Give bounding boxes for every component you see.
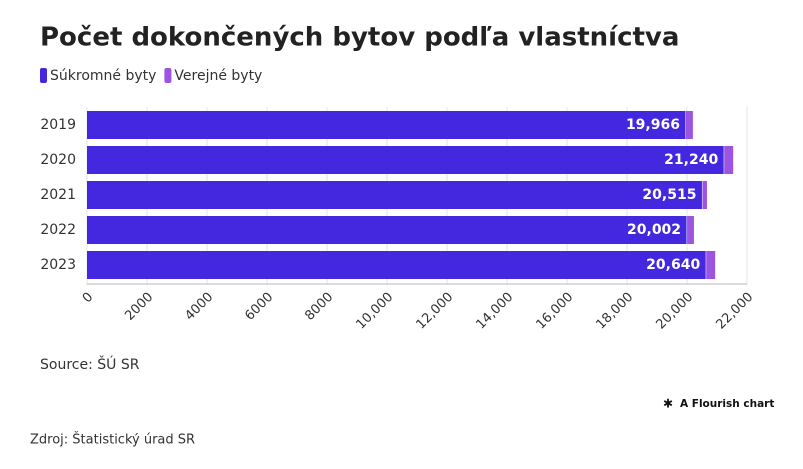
legend-label: Súkromné byty — [50, 68, 156, 84]
credit-icon: ✱ — [663, 397, 673, 411]
y-tick-label: 2019 — [40, 117, 76, 133]
bar — [87, 146, 725, 174]
bar — [687, 216, 694, 244]
y-tick-label: 2020 — [40, 152, 76, 168]
bar — [87, 181, 703, 209]
x-tick-label: 16,000 — [534, 290, 577, 333]
x-tick-label: 18,000 — [594, 290, 637, 333]
chart-title: Počet dokončených bytov podľa vlastníctv… — [40, 23, 679, 53]
bar — [87, 216, 688, 244]
value-label: 20,515 — [642, 187, 696, 203]
y-tick-label: 2022 — [40, 222, 76, 238]
bar — [724, 146, 734, 174]
legend-swatch — [40, 68, 47, 83]
credit: A Flourish chart — [680, 398, 774, 410]
x-tick-label: 2000 — [122, 290, 156, 324]
x-tick-label: 10,000 — [354, 290, 397, 333]
bar — [685, 111, 693, 139]
bar — [87, 251, 707, 279]
y-tick-label: 2021 — [40, 187, 76, 203]
bar — [702, 181, 707, 209]
value-label: 19,966 — [626, 117, 680, 133]
bar — [706, 251, 716, 279]
value-label: 20,640 — [646, 257, 700, 273]
legend-label: Verejné byty — [174, 68, 262, 84]
value-label: 20,002 — [627, 222, 681, 238]
x-tick-label: 20,000 — [654, 290, 697, 333]
x-tick-label: 12,000 — [414, 290, 457, 333]
x-tick-label: 6000 — [242, 290, 276, 324]
x-tick-label: 8000 — [302, 290, 336, 324]
x-tick-label: 4000 — [182, 290, 216, 324]
bar — [87, 111, 686, 139]
footer: Zdroj: Štatistický úrad SR — [30, 432, 195, 448]
legend-swatch — [164, 68, 172, 83]
source: Source: ŠÚ SR — [40, 355, 140, 373]
value-label: 21,240 — [664, 152, 718, 168]
x-tick-label: 22,000 — [714, 290, 757, 333]
x-tick-label: 14,000 — [474, 290, 517, 333]
legend: Súkromné byty Verejné byty — [40, 68, 262, 84]
y-tick-label: 2023 — [40, 257, 76, 273]
x-tick-label: 0 — [80, 290, 96, 306]
